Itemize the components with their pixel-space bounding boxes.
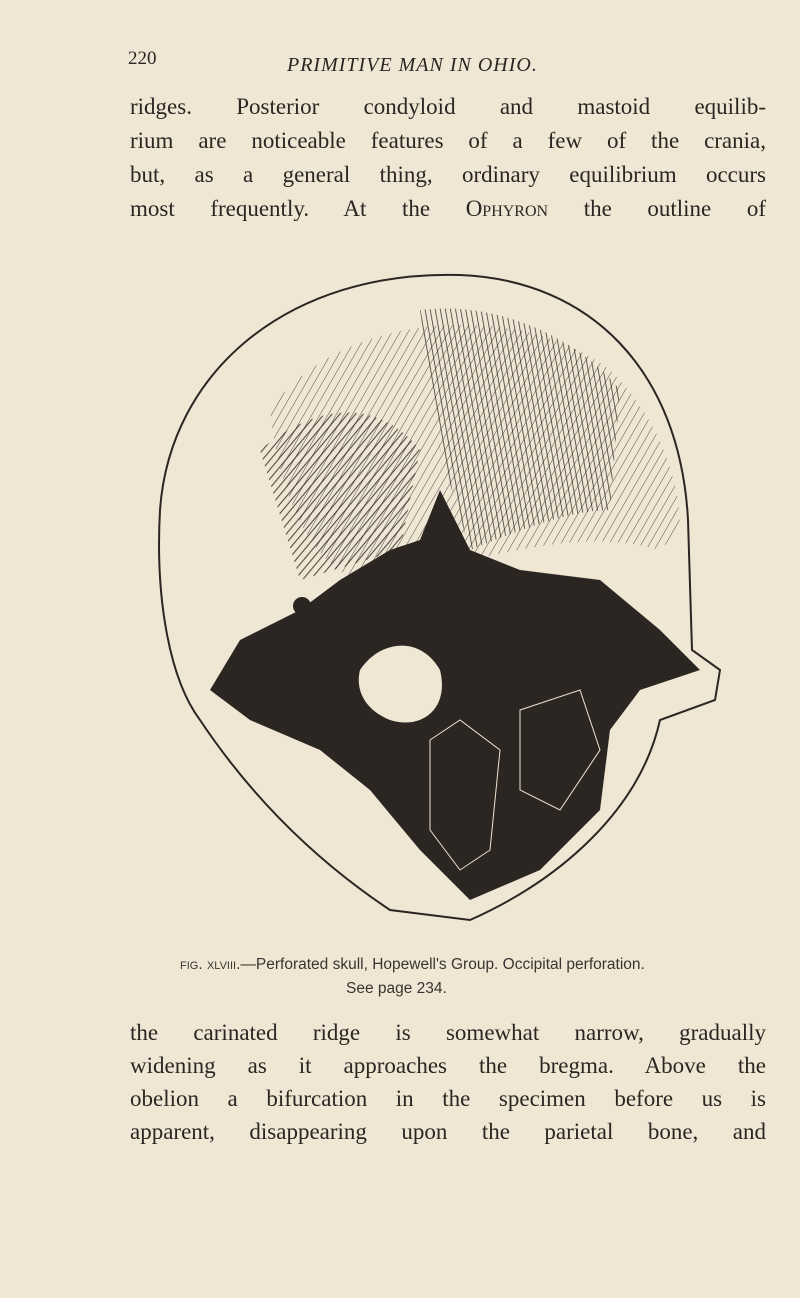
skull-illustration bbox=[158, 273, 722, 922]
figure-label: fig. xlviii. bbox=[180, 956, 241, 973]
page-number: 220 bbox=[128, 48, 157, 69]
text: Ophyron bbox=[465, 196, 549, 221]
text-line: the carinated ridge is somewhat narrow, … bbox=[130, 1020, 766, 1046]
text-line: apparent, disappearing upon the parietal… bbox=[130, 1119, 766, 1145]
text: the carinated ridge is somewhat narrow, … bbox=[130, 1020, 766, 1045]
text: rium are noticeable features of a few of… bbox=[130, 128, 766, 153]
text-line: most frequently. At the Ophyron the outl… bbox=[130, 196, 766, 222]
text-line: obelion a bifurcation in the specimen be… bbox=[130, 1086, 766, 1112]
text: the outline of bbox=[583, 196, 766, 221]
text: obelion a bifurcation in the specimen be… bbox=[130, 1086, 766, 1111]
text: but, as a general thing, ordinary equili… bbox=[130, 162, 766, 187]
text-line: but, as a general thing, ordinary equili… bbox=[130, 162, 766, 188]
text: ridges. Posterior condyloid and mastoid … bbox=[130, 94, 766, 119]
text-line: widening as it approaches the bregma. Ab… bbox=[130, 1053, 766, 1079]
caption-reference: See page 234. bbox=[346, 980, 447, 997]
text: most frequently. At the bbox=[130, 196, 431, 221]
text: apparent, disappearing upon the parietal… bbox=[130, 1119, 766, 1144]
caption-text: —Perforated skull, Hopewell's Group. Occ… bbox=[240, 956, 645, 973]
text-line: rium are noticeable features of a few of… bbox=[130, 128, 766, 154]
running-title: PRIMITIVE MAN IN OHIO. bbox=[287, 54, 538, 76]
text-line: ridges. Posterior condyloid and mastoid … bbox=[130, 94, 766, 120]
text: widening as it approaches the bregma. Ab… bbox=[130, 1053, 766, 1078]
figure-caption: fig. xlviii.—Perforated skull, Hopewell'… bbox=[180, 956, 645, 974]
